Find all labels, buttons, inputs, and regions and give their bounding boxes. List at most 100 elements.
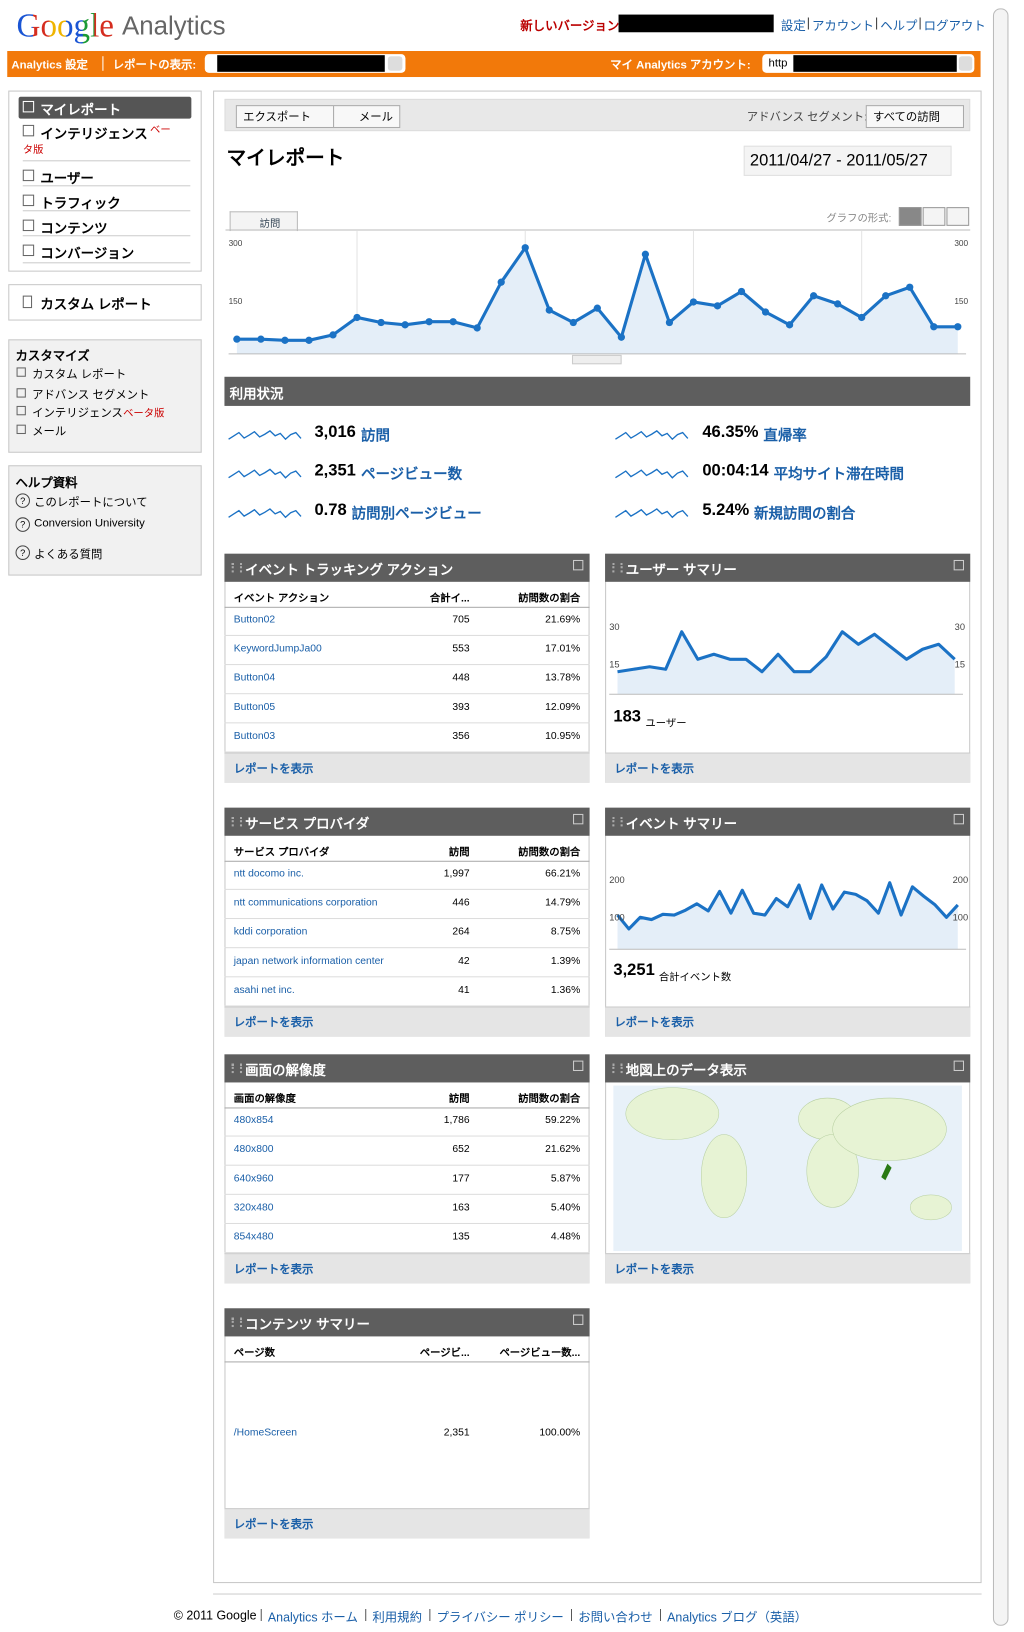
widget-title: イベント サマリー	[625, 816, 738, 832]
row-divider	[224, 976, 590, 978]
cell: 2,351	[443, 1426, 470, 1439]
collapse-tab[interactable]	[571, 354, 622, 365]
row-divider	[224, 918, 590, 920]
graph-tab[interactable]: 訪問	[229, 211, 298, 233]
segment-select[interactable]: すべての訪問	[865, 105, 964, 129]
divider	[22, 160, 191, 162]
row-link[interactable]: Button03	[233, 730, 276, 743]
scrollbar	[992, 8, 1009, 1626]
row-link[interactable]: KeywordJumpJa00	[233, 643, 322, 655]
date-range[interactable]: 2011/04/27 - 2011/05/27	[743, 145, 952, 176]
row-link[interactable]: asahi net inc.	[233, 984, 295, 997]
custom-report-link[interactable]: カスタム レポート	[40, 296, 152, 313]
nav-item[interactable]: マイレポート	[40, 102, 122, 118]
header-link[interactable]: 設定	[780, 18, 806, 34]
help-item[interactable]: このレポートについて	[34, 496, 148, 509]
header-link[interactable]: ヘルプ	[880, 18, 918, 34]
nav-item[interactable]: コンテンツ	[40, 220, 108, 237]
help-item[interactable]: Conversion University	[34, 517, 145, 530]
row-link[interactable]: Button04	[233, 672, 276, 684]
help-item[interactable]: よくある質問	[34, 548, 103, 562]
drag-handle	[612, 817, 623, 827]
widget-footer	[224, 1006, 590, 1037]
metric-label[interactable]: 訪問別ページビュー	[351, 504, 482, 522]
metric-label[interactable]: 平均サイト滞在時間	[773, 465, 905, 482]
customize-item[interactable]: カスタム レポート	[32, 368, 127, 381]
customize-item[interactable]: メール	[32, 425, 67, 439]
drag-handle	[231, 1063, 243, 1074]
close-button[interactable]	[953, 1060, 965, 1072]
header-link[interactable]: ログアウト	[923, 18, 986, 34]
nav-item[interactable]: インテリジェンス	[40, 125, 148, 142]
row-link[interactable]: /HomeScreen	[233, 1426, 298, 1439]
close-button[interactable]	[573, 1060, 584, 1072]
row-link[interactable]: 480x800	[233, 1143, 274, 1156]
close-button[interactable]	[573, 559, 584, 571]
row-link[interactable]: ntt docomo inc.	[233, 868, 304, 880]
divider	[224, 1107, 590, 1109]
widget-title: 画面の解像度	[245, 1062, 326, 1079]
metric-value: 5.24%	[702, 501, 750, 520]
cell: 705	[452, 614, 470, 626]
metric-label[interactable]: 新規訪問の割合	[754, 504, 856, 522]
metric-label[interactable]: ページビュー数	[360, 465, 463, 482]
report-link[interactable]: レポートを表示	[614, 762, 695, 776]
section-title: ヘルプ資料	[15, 475, 78, 491]
footer-link[interactable]: プライバシー ポリシー	[436, 1610, 564, 1625]
format-button[interactable]	[898, 207, 922, 226]
report-link[interactable]: レポートを表示	[614, 1016, 695, 1030]
footer-link[interactable]: 利用規約	[372, 1610, 423, 1625]
mail-button[interactable]: メール	[333, 105, 401, 129]
report-link[interactable]: レポートを表示	[233, 1016, 314, 1030]
row-link[interactable]: 320x480	[233, 1202, 274, 1214]
nav-item[interactable]: ユーザー	[40, 170, 94, 187]
customize-item[interactable]: インテリジェンス	[32, 406, 123, 420]
metric-label[interactable]: 訪問	[360, 426, 390, 444]
row-link[interactable]: kddi corporation	[233, 926, 308, 938]
row-link[interactable]: 854x480	[233, 1231, 274, 1243]
sidebar-help	[8, 465, 202, 576]
close-button[interactable]	[573, 813, 584, 825]
header-link[interactable]: アカウント	[811, 18, 875, 34]
metric-label[interactable]: 直帰率	[763, 426, 807, 444]
export-button[interactable]: エクスポート	[235, 105, 335, 129]
footer-link[interactable]: Analytics ブログ（英語）	[667, 1610, 808, 1625]
settings-link[interactable]: Analytics 設定	[11, 59, 88, 72]
row-link[interactable]: 640x960	[233, 1173, 274, 1185]
metric-value: 3,251	[613, 961, 655, 980]
logo-analytics: Analytics	[122, 11, 226, 41]
close-button[interactable]	[953, 813, 965, 825]
nav-icon	[22, 244, 35, 257]
cell: 446	[452, 897, 470, 909]
beta-label: ベータ版	[123, 408, 165, 420]
separator	[102, 56, 104, 71]
close-button[interactable]	[573, 1314, 584, 1325]
row-link[interactable]: 480x854	[233, 1114, 274, 1127]
cell: 13.78%	[545, 672, 581, 684]
widget-title: サービス プロバイダ	[245, 816, 370, 832]
format-button[interactable]	[946, 207, 970, 226]
row-divider	[224, 693, 590, 695]
redacted	[217, 55, 385, 72]
cell: 356	[452, 730, 470, 743]
cell: 8.75%	[550, 926, 581, 938]
close-button[interactable]	[953, 559, 965, 571]
report-link[interactable]: レポートを表示	[233, 1518, 314, 1532]
nav-item[interactable]: コンバージョン	[40, 245, 135, 262]
row-link[interactable]: Button02	[233, 614, 276, 626]
report-link[interactable]: レポートを表示	[614, 1263, 695, 1277]
widget	[224, 1054, 590, 1284]
row-divider	[224, 1193, 590, 1195]
footer-link[interactable]: お問い合わせ	[578, 1610, 653, 1625]
row-link[interactable]: ntt communications corporation	[233, 897, 378, 909]
nav-item[interactable]: トラフィック	[40, 195, 121, 212]
row-link[interactable]: japan network information center	[233, 955, 384, 967]
cell: 5.87%	[550, 1173, 581, 1185]
footer-link[interactable]: Analytics ホーム	[267, 1610, 358, 1625]
customize-item[interactable]: アドバンス セグメント	[32, 389, 150, 402]
report-link[interactable]: レポートを表示	[233, 1263, 314, 1277]
format-button[interactable]	[922, 207, 946, 226]
row-link[interactable]: Button05	[233, 701, 276, 713]
new-version[interactable]: 新しいバージョン	[520, 18, 620, 34]
report-link[interactable]: レポートを表示	[233, 762, 314, 776]
